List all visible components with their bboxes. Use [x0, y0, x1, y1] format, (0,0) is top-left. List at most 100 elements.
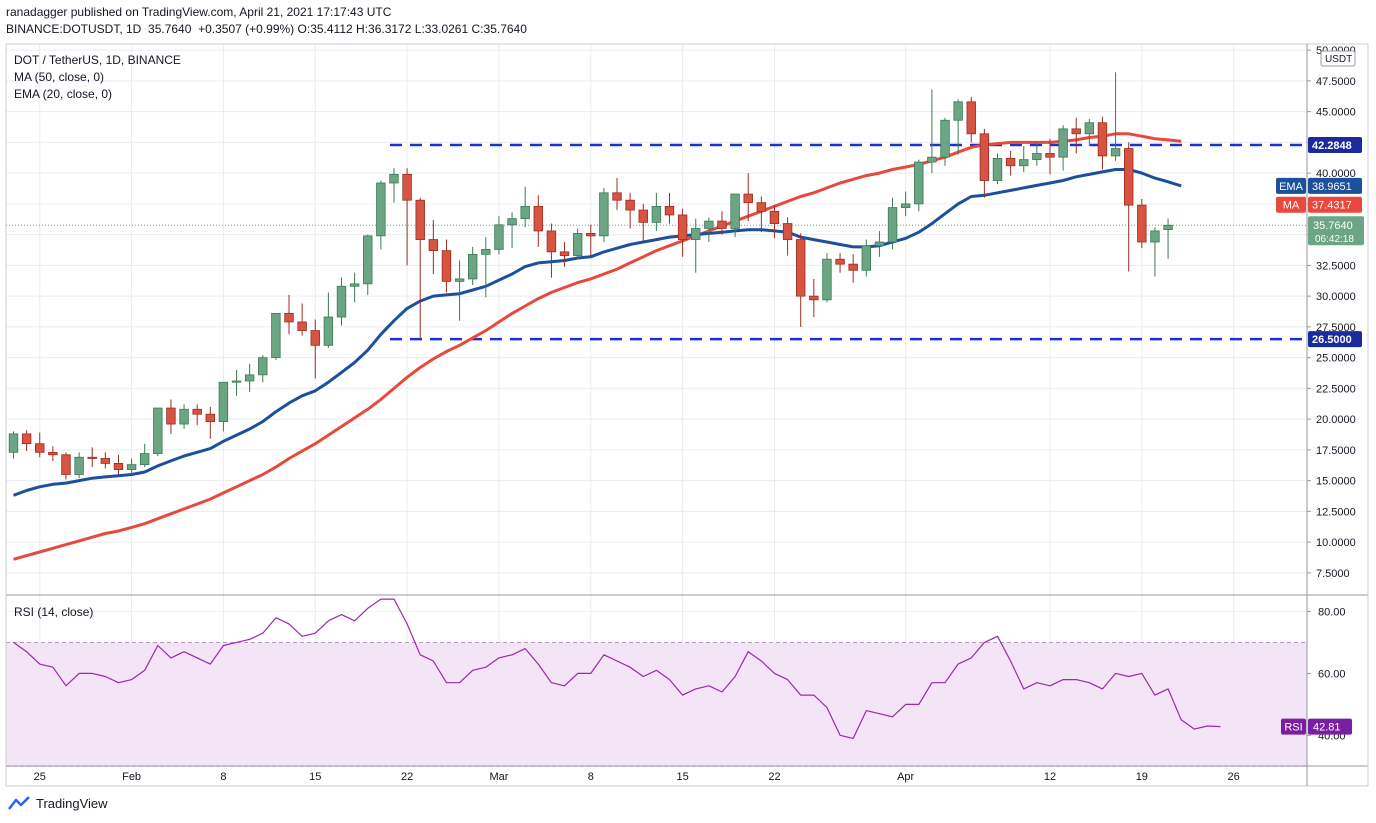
- price-tick-label: 47.5000: [1316, 76, 1356, 88]
- candle-body: [231, 380, 242, 383]
- candle-body: [848, 263, 858, 271]
- candle-body: [218, 381, 229, 422]
- legend-symbol: DOT / TetherUS, 1D, BINANCE: [14, 53, 181, 67]
- rsi-band: [6, 642, 1307, 767]
- time-tick-label: 8: [588, 771, 594, 783]
- level-label: 26.5000: [1312, 334, 1352, 346]
- level-label: 42.2848: [1312, 140, 1352, 152]
- price-tick-label: 12.5000: [1316, 506, 1356, 518]
- candle-body: [1163, 224, 1173, 230]
- candle-body: [914, 161, 924, 205]
- symbol-ohlc-line: BINANCE:DOTUSDT, 1D 35.7640 +0.3507 (+0.…: [6, 22, 527, 36]
- candle-body: [441, 250, 452, 282]
- price-tick-label: 20.0000: [1316, 414, 1356, 426]
- candle-body: [559, 251, 570, 256]
- time-tick-label: 19: [1136, 771, 1148, 783]
- candle-body: [769, 210, 780, 224]
- price-tick-label: 22.5000: [1316, 383, 1356, 395]
- candle-body: [192, 408, 202, 415]
- time-tick-label: 12: [1044, 771, 1056, 783]
- candle-body: [126, 464, 137, 470]
- legend-ema: EMA (20, close, 0): [14, 87, 113, 101]
- candle-body: [481, 248, 491, 255]
- candle-body: [586, 233, 596, 237]
- candle-body: [376, 182, 386, 237]
- tradingview-footer[interactable]: TradingView: [8, 795, 108, 811]
- candle-body: [900, 203, 911, 208]
- candle-body: [166, 407, 176, 425]
- candle-body: [1124, 148, 1134, 206]
- candle-body: [100, 458, 111, 464]
- ma-label-name-bg: [1276, 196, 1306, 213]
- price-tick-label: 15.0000: [1316, 476, 1356, 488]
- candle-body: [756, 202, 767, 212]
- candle-body: [796, 239, 806, 297]
- candle-body: [297, 321, 307, 331]
- candle-body: [572, 233, 583, 256]
- price-tick-label: 10.0000: [1316, 537, 1356, 549]
- time-tick-label: 8: [220, 771, 226, 783]
- candle-body: [61, 454, 71, 475]
- price-tick-label: 27.5000: [1316, 322, 1356, 334]
- last-price-tag: [1308, 216, 1364, 246]
- candle-body: [402, 173, 412, 201]
- candle-body: [87, 456, 97, 459]
- level-label-bg: [1308, 331, 1362, 348]
- candle-body: [153, 407, 163, 454]
- candle-body: [389, 173, 399, 184]
- candle-body: [822, 258, 832, 301]
- candle-body: [1045, 153, 1055, 158]
- price-tick-label: 32.5000: [1316, 260, 1356, 272]
- low-label: L:: [414, 22, 425, 36]
- candle-body: [664, 205, 675, 216]
- candle-body: [1150, 230, 1160, 243]
- candle-body: [717, 220, 727, 229]
- candle-body: [271, 312, 281, 359]
- open-value: 35.4112: [310, 22, 353, 36]
- ma-label-name: MA: [1283, 200, 1300, 212]
- last-price: 35.7640: [148, 22, 192, 36]
- price-tick-label: 30.0000: [1316, 291, 1356, 303]
- candle-body: [927, 156, 937, 163]
- candle-body: [467, 253, 478, 280]
- candle-body: [179, 408, 189, 425]
- price-tick-label: 7.5000: [1316, 568, 1350, 580]
- candle-body: [8, 433, 19, 453]
- tradingview-logo-icon: [8, 796, 30, 810]
- candle-body: [323, 316, 334, 346]
- time-tick-label: Feb: [122, 771, 141, 783]
- price-chart[interactable]: 7.5000 10.0000 12.5000 15.0000 17.5000 20.000…: [0, 0, 1376, 790]
- last-price-value: 35.7640: [1313, 220, 1353, 232]
- candle-body: [743, 193, 753, 204]
- level-label-bg: [1308, 137, 1362, 154]
- candle-body: [940, 119, 950, 158]
- candle-body: [691, 228, 701, 240]
- candle-body: [966, 101, 976, 135]
- candle-body: [336, 285, 347, 318]
- high-label: H:: [356, 22, 369, 36]
- candle-body: [35, 443, 45, 453]
- publisher-line: ranadagger published on TradingView.com,…: [6, 5, 392, 19]
- candle-body: [1005, 157, 1016, 167]
- time-tick-label: Apr: [897, 771, 914, 783]
- candle-body: [599, 192, 609, 237]
- candle-body: [349, 283, 360, 287]
- open-label: O:: [297, 22, 311, 36]
- candle-body: [520, 205, 530, 220]
- candle-body: [74, 456, 84, 475]
- symbol-label: BINANCE:DOTUSDT, 1D: [6, 22, 142, 36]
- time-tick-label: 15: [309, 771, 321, 783]
- candle-body: [507, 218, 517, 226]
- candle-body: [992, 157, 1003, 181]
- ema-label-name: EMA: [1279, 181, 1304, 193]
- candle-body: [1019, 159, 1029, 167]
- candle-body: [861, 245, 872, 271]
- price-change: +0.3507 (+0.99%): [198, 22, 295, 36]
- candle-body: [1058, 128, 1068, 158]
- candle-body: [310, 330, 320, 346]
- legend-rsi: RSI (14, close): [14, 605, 94, 619]
- ema-20-line: [12, 168, 1182, 497]
- price-tick-label: 45.0000: [1316, 107, 1356, 119]
- candle-body: [1032, 153, 1042, 161]
- candle-body: [113, 462, 124, 470]
